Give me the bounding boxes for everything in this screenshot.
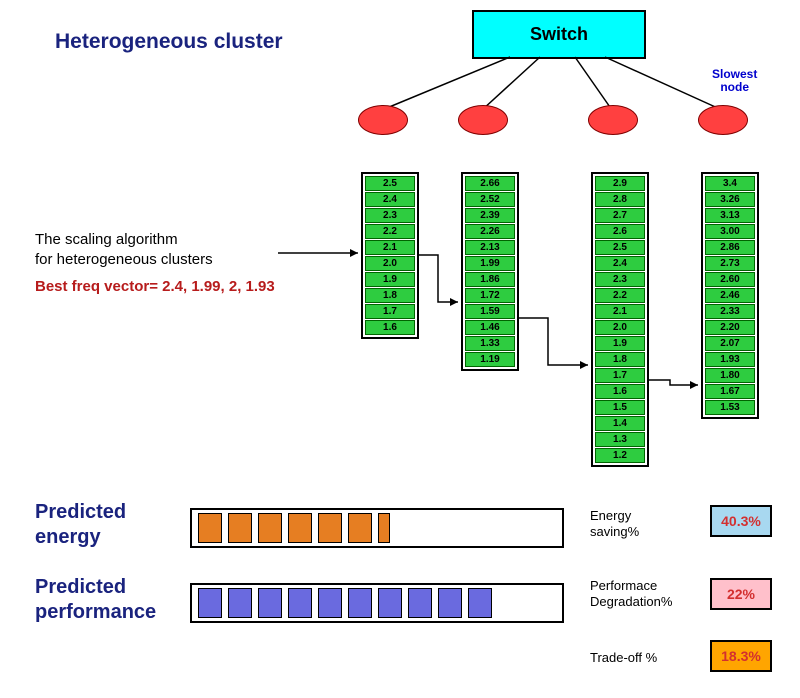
freq-cell: 1.7 xyxy=(365,304,415,319)
freq-cell: 2.5 xyxy=(365,176,415,191)
freq-cell: 2.7 xyxy=(595,208,645,223)
freq-cell: 1.7 xyxy=(595,368,645,383)
perf-bar-segment xyxy=(258,588,282,618)
freq-cell: 2.39 xyxy=(465,208,515,223)
freq-cell: 1.9 xyxy=(365,272,415,287)
energy-bar-segment xyxy=(198,513,222,543)
freq-cell: 2.20 xyxy=(705,320,755,335)
freq-cell: 1.9 xyxy=(595,336,645,351)
freq-stack: 2.662.522.392.262.131.991.861.721.591.46… xyxy=(461,172,519,371)
perf-bar-segment xyxy=(408,588,432,618)
perf-bar-segment xyxy=(348,588,372,618)
node-ellipse xyxy=(458,105,508,135)
freq-cell: 1.53 xyxy=(705,400,755,415)
freq-cell: 3.26 xyxy=(705,192,755,207)
freq-cell: 2.52 xyxy=(465,192,515,207)
freq-cell: 2.86 xyxy=(705,240,755,255)
node-ellipse xyxy=(588,105,638,135)
freq-cell: 2.13 xyxy=(465,240,515,255)
freq-cell: 2.6 xyxy=(595,224,645,239)
freq-cell: 2.0 xyxy=(595,320,645,335)
algo-line2: for heterogeneous clusters xyxy=(35,251,213,268)
energy-bar-segment xyxy=(318,513,342,543)
node-ellipse xyxy=(358,105,408,135)
freq-cell: 1.80 xyxy=(705,368,755,383)
perf-deg-label: Performace Degradation% xyxy=(590,578,672,609)
freq-cell: 1.2 xyxy=(595,448,645,463)
freq-cell: 2.5 xyxy=(595,240,645,255)
freq-cell: 1.93 xyxy=(705,352,755,367)
freq-cell: 2.3 xyxy=(595,272,645,287)
freq-cell: 1.86 xyxy=(465,272,515,287)
perf-bar-segment xyxy=(198,588,222,618)
freq-cell: 1.67 xyxy=(705,384,755,399)
perf-bar-segment xyxy=(318,588,342,618)
freq-stack: 3.43.263.133.002.862.732.602.462.332.202… xyxy=(701,172,759,419)
freq-cell: 1.19 xyxy=(465,352,515,367)
freq-cell: 2.66 xyxy=(465,176,515,191)
tradeoff-value: 18.3% xyxy=(710,640,772,672)
energy-saving-value: 40.3% xyxy=(710,505,772,537)
freq-cell: 2.4 xyxy=(365,192,415,207)
perf-bar-segment xyxy=(438,588,462,618)
node-ellipse xyxy=(698,105,748,135)
freq-cell: 2.33 xyxy=(705,304,755,319)
freq-cell: 1.33 xyxy=(465,336,515,351)
energy-bar-segment xyxy=(288,513,312,543)
freq-cell: 2.0 xyxy=(365,256,415,271)
energy-bar-segment xyxy=(258,513,282,543)
freq-cell: 2.4 xyxy=(595,256,645,271)
freq-cell: 2.2 xyxy=(365,224,415,239)
perf-deg-value: 22% xyxy=(710,578,772,610)
freq-cell: 1.72 xyxy=(465,288,515,303)
freq-cell: 1.4 xyxy=(595,416,645,431)
freq-cell: 1.8 xyxy=(595,352,645,367)
freq-stack: 2.52.42.32.22.12.01.91.81.71.6 xyxy=(361,172,419,339)
freq-cell: 1.5 xyxy=(595,400,645,415)
freq-cell: 2.46 xyxy=(705,288,755,303)
switch-box: Switch xyxy=(472,10,646,59)
freq-cell: 3.13 xyxy=(705,208,755,223)
freq-cell: 1.99 xyxy=(465,256,515,271)
algo-line1: The scaling algorithm xyxy=(35,231,178,248)
freq-cell: 2.2 xyxy=(595,288,645,303)
predicted-perf-label: Predicted performance xyxy=(35,575,156,625)
energy-bar-box xyxy=(190,508,564,548)
freq-cell: 3.4 xyxy=(705,176,755,191)
freq-cell: 3.00 xyxy=(705,224,755,239)
freq-cell: 2.8 xyxy=(595,192,645,207)
algorithm-text: The scaling algorithm for heterogeneous … xyxy=(35,230,213,271)
energy-saving-label: Energy saving% xyxy=(590,508,639,539)
freq-cell: 2.3 xyxy=(365,208,415,223)
freq-cell: 1.6 xyxy=(595,384,645,399)
freq-cell: 2.1 xyxy=(595,304,645,319)
best-freq-vector: Best freq vector= 2.4, 1.99, 2, 1.93 xyxy=(35,278,275,295)
slowest-node-label: Slowest node xyxy=(712,68,757,94)
freq-cell: 1.8 xyxy=(365,288,415,303)
freq-cell: 2.1 xyxy=(365,240,415,255)
perf-bar-box xyxy=(190,583,564,623)
freq-cell: 1.6 xyxy=(365,320,415,335)
freq-cell: 1.46 xyxy=(465,320,515,335)
freq-cell: 1.3 xyxy=(595,432,645,447)
energy-bar-segment xyxy=(228,513,252,543)
freq-cell: 2.07 xyxy=(705,336,755,351)
tradeoff-label: Trade-off % xyxy=(590,650,657,666)
freq-stack: 2.92.82.72.62.52.42.32.22.12.01.91.81.71… xyxy=(591,172,649,467)
energy-bar-segment xyxy=(378,513,390,543)
freq-cell: 2.60 xyxy=(705,272,755,287)
perf-bar-segment xyxy=(378,588,402,618)
freq-cell: 2.73 xyxy=(705,256,755,271)
freq-cell: 2.26 xyxy=(465,224,515,239)
energy-bar-segment xyxy=(348,513,372,543)
perf-bar-segment xyxy=(228,588,252,618)
freq-cell: 2.9 xyxy=(595,176,645,191)
perf-bar-segment xyxy=(288,588,312,618)
predicted-energy-label: Predicted energy xyxy=(35,500,126,550)
diagram-title: Heterogeneous cluster xyxy=(55,30,283,54)
perf-bar-segment xyxy=(468,588,492,618)
freq-cell: 1.59 xyxy=(465,304,515,319)
